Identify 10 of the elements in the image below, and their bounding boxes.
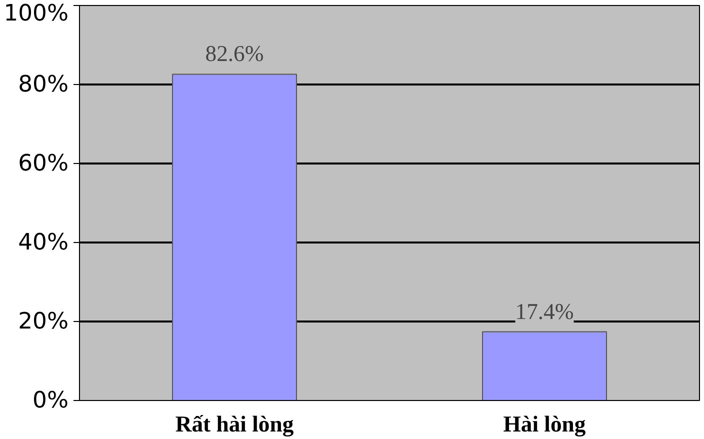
data-label: 17.4% [515, 298, 574, 324]
y-tick-label: 60% [18, 150, 68, 176]
y-tick-label: 0% [32, 388, 69, 414]
data-label: 82.6% [205, 41, 264, 66]
x-tick-label: Hài lòng [503, 412, 586, 436]
y-tick-label: 100% [4, 0, 69, 26]
y-tick-label: 80% [18, 72, 68, 98]
y-tick-label: 20% [18, 308, 68, 334]
x-tick-label: Rất hài lòng [175, 412, 294, 436]
y-tick-label: 40% [18, 230, 68, 256]
